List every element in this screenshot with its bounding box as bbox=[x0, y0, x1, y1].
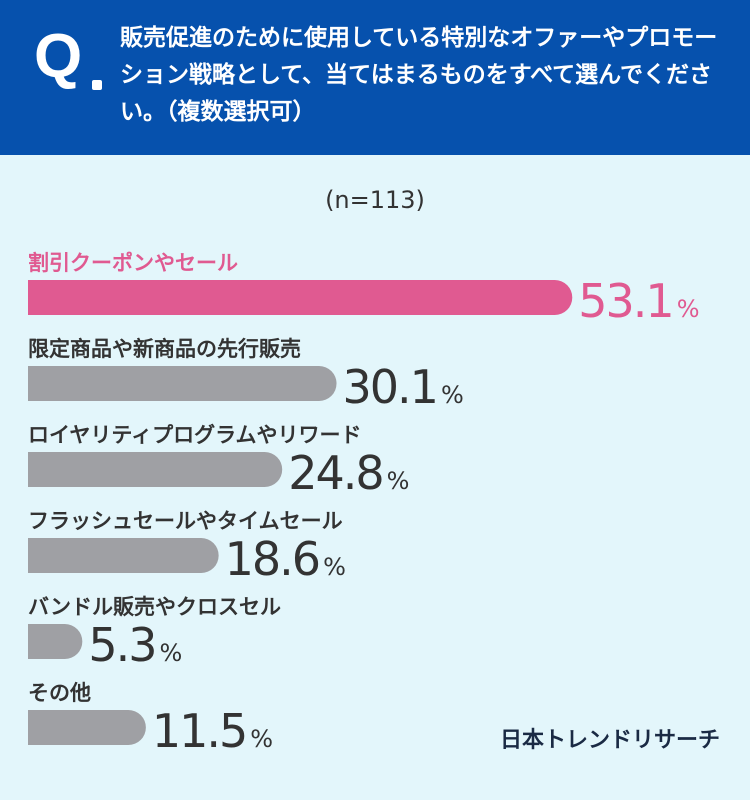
value-label: 53.1% bbox=[578, 274, 699, 328]
bar bbox=[28, 366, 337, 401]
bar-left-cap bbox=[28, 710, 63, 745]
value-label: 5.3% bbox=[88, 618, 182, 672]
category-label: 割引クーポンやセール bbox=[28, 251, 238, 275]
category-label: フラッシュセールやタイムセール bbox=[28, 509, 343, 533]
category-label: 限定商品や新商品の先行販売 bbox=[28, 337, 301, 361]
bar-left-cap bbox=[28, 280, 63, 315]
category-label: ロイヤリティプログラムやリワード bbox=[28, 423, 361, 447]
question-header: Q 販売促進のために使用している特別なオファーやプロモーション戦略として、当ては… bbox=[0, 0, 750, 155]
value-label: 30.1% bbox=[343, 360, 464, 414]
question-mark-dot bbox=[92, 80, 102, 90]
value-label: 18.6% bbox=[225, 532, 346, 586]
sample-size-label: (n=113) bbox=[325, 186, 425, 214]
bar-left-cap bbox=[28, 624, 63, 659]
question-mark: Q bbox=[34, 22, 83, 91]
bar bbox=[28, 452, 283, 487]
brand-logo-text: 日本トレンドリサーチ bbox=[499, 728, 720, 753]
category-label: バンドル販売やクロスセル bbox=[28, 595, 281, 619]
bar-left-cap bbox=[28, 538, 63, 573]
question-text: 販売促進のために使用している特別なオファーやプロモーション戦略として、当てはまる… bbox=[120, 25, 718, 125]
bar bbox=[28, 280, 573, 315]
value-label: 11.5% bbox=[152, 704, 273, 758]
bar-left-cap bbox=[28, 452, 63, 487]
bar bbox=[28, 538, 219, 573]
bar-left-cap bbox=[28, 366, 63, 401]
category-label: その他 bbox=[28, 681, 91, 705]
value-label: 24.8% bbox=[288, 446, 409, 500]
